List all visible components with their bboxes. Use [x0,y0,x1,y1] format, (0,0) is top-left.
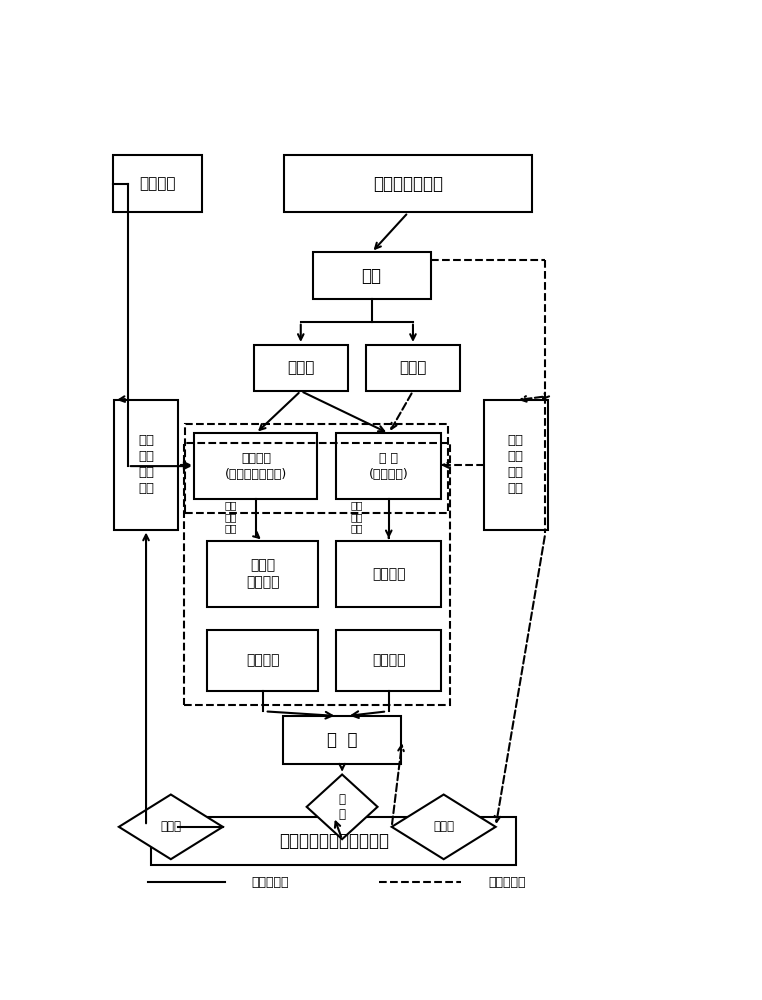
Text: 白云岩储层地球化学图版: 白云岩储层地球化学图版 [279,832,389,850]
Text: 检验样流线: 检验样流线 [488,876,526,889]
Text: 铸 体
(储层特征): 铸 体 (储层特征) [369,452,408,481]
FancyBboxPatch shape [194,433,317,499]
Text: 稀土元素: 稀土元素 [372,654,405,668]
FancyBboxPatch shape [207,541,319,607]
Polygon shape [392,795,495,859]
Text: 储层
成因
类型
划分: 储层 成因 类型 划分 [138,434,154,495]
FancyBboxPatch shape [152,817,517,865]
FancyBboxPatch shape [283,716,401,764]
Text: 合
理: 合 理 [338,793,346,821]
Polygon shape [306,774,377,839]
FancyBboxPatch shape [366,345,460,391]
Text: 图  版: 图 版 [327,731,357,749]
Text: 岩心观察、取样: 岩心观察、取样 [373,175,443,193]
Text: 阴极发光
(沉积、成岩环境): 阴极发光 (沉积、成岩环境) [225,452,287,481]
FancyBboxPatch shape [312,252,431,299]
FancyBboxPatch shape [254,345,348,391]
Text: 地质背景: 地质背景 [139,176,175,191]
Text: 制样: 制样 [362,267,382,285]
Text: 检验样: 检验样 [399,360,427,375]
Text: 不合理: 不合理 [160,820,181,833]
Text: 实验样流线: 实验样流线 [251,876,290,889]
Text: 不合理: 不合理 [433,820,454,833]
FancyBboxPatch shape [113,155,201,212]
FancyBboxPatch shape [336,630,441,691]
Text: 锶同位素: 锶同位素 [372,567,405,581]
FancyBboxPatch shape [336,433,441,499]
Text: 电子探针: 电子探针 [246,654,280,668]
FancyBboxPatch shape [114,400,178,530]
FancyBboxPatch shape [484,400,548,530]
Text: 激光碳
氧同位素: 激光碳 氧同位素 [246,558,280,590]
FancyBboxPatch shape [284,155,533,212]
Text: 储层
成因
类型
划分: 储层 成因 类型 划分 [507,434,523,495]
Text: 确定
打点
位置: 确定 打点 位置 [224,500,237,534]
FancyBboxPatch shape [207,630,319,691]
Polygon shape [119,795,223,859]
Text: 实验样: 实验样 [287,360,315,375]
FancyBboxPatch shape [336,541,441,607]
Text: 挑选
对应
组构: 挑选 对应 组构 [350,500,363,534]
